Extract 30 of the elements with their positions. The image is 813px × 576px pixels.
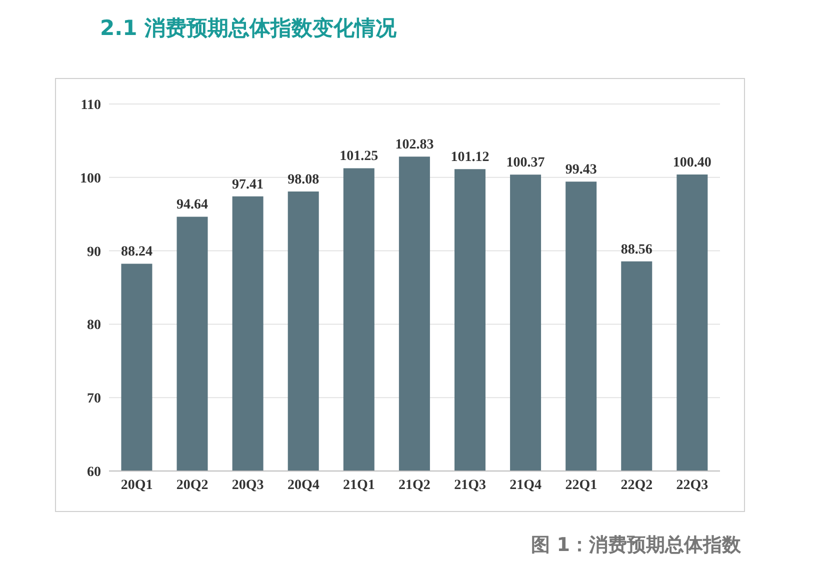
y-tick-label: 80 <box>87 318 101 334</box>
data-label: 94.64 <box>176 198 208 213</box>
x-tick-label: 21Q3 <box>454 478 486 493</box>
data-label: 88.56 <box>620 242 652 258</box>
y-tick-label: 110 <box>80 98 101 113</box>
x-tick-label: 21Q2 <box>398 478 430 493</box>
data-label: 100.40 <box>672 155 712 170</box>
x-tick-label: 22Q2 <box>620 478 653 493</box>
y-tick-label: 70 <box>87 392 101 407</box>
x-tick-label: 20Q3 <box>232 478 264 493</box>
x-tick-label: 20Q4 <box>287 478 320 493</box>
x-tick-label: 20Q2 <box>176 478 208 493</box>
data-label: 102.83 <box>395 138 434 153</box>
data-label: 97.41 <box>232 177 264 192</box>
data-label: 98.08 <box>288 172 320 188</box>
x-tick-label: 22Q1 <box>565 478 598 493</box>
data-label: 99.43 <box>565 162 597 178</box>
data-label: 88.24 <box>120 244 152 260</box>
data-label: 101.12 <box>450 150 490 166</box>
y-tick-label: 60 <box>87 464 101 480</box>
chart-title: 2.1 消费预期总体指数变化情况 <box>100 15 397 42</box>
x-tick-label: 20Q1 <box>120 478 153 493</box>
data-label: 101.25 <box>340 149 378 164</box>
y-tick-label: 100 <box>80 171 101 186</box>
y-tick-label: 90 <box>87 244 101 260</box>
data-label: 100.37 <box>506 156 545 171</box>
caption: 图 1：消费预期总体指数 <box>531 533 741 558</box>
x-tick-label: 22Q3 <box>676 478 708 493</box>
x-tick-label: 21Q1 <box>343 478 375 493</box>
x-tick-label: 21Q4 <box>510 478 542 493</box>
